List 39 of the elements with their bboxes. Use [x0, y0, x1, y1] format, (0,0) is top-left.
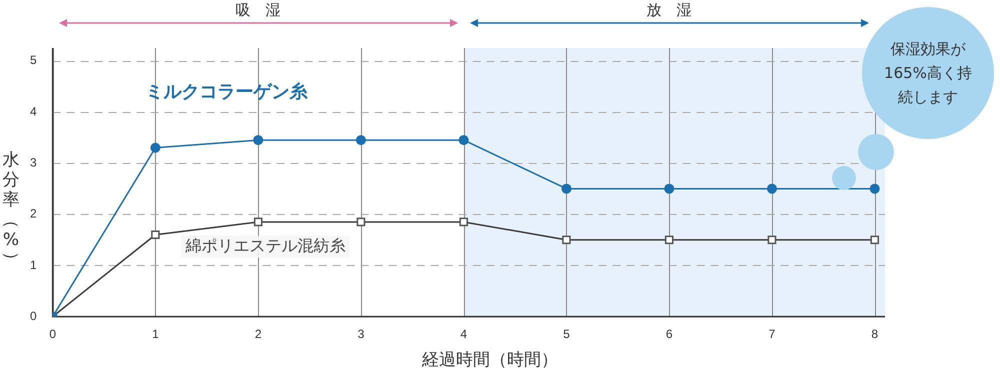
point [459, 218, 468, 226]
x-tick-label: 7 [768, 327, 776, 342]
y-tick-label: 1 [30, 258, 37, 272]
point [664, 236, 674, 244]
point [150, 142, 160, 153]
speech-bubble: 保湿効果が165%高く持続します [862, 7, 994, 139]
point [768, 236, 776, 244]
text: 放 湿 [646, 1, 693, 19]
y-tick-label: 5 [30, 53, 37, 68]
x-tick-label: 1 [152, 327, 160, 342]
x-tick-label: 8 [871, 327, 878, 342]
point [253, 135, 264, 146]
point [561, 184, 572, 194]
point [356, 218, 366, 226]
x-tick-label: 3 [358, 327, 365, 342]
y-tick-label: 2 [30, 206, 37, 221]
x-tick-label: 2 [254, 327, 262, 342]
x-axis-title: 経過時間（時間） [421, 349, 559, 371]
x-tick-label: 4 [460, 327, 468, 342]
x-tick-label: 6 [666, 327, 673, 342]
series-label: 綿ポリエステル混紡糸 [184, 236, 346, 255]
x-tick-label: 5 [563, 327, 570, 342]
point [870, 236, 880, 244]
point [254, 218, 262, 226]
point [151, 230, 160, 240]
text: ミルクコラーゲン糸 [145, 81, 308, 102]
text: 吸 湿 [234, 1, 282, 19]
point [664, 184, 674, 194]
x-tick-label: 0 [49, 327, 56, 342]
point [562, 236, 571, 244]
y-tick-label: 0 [30, 308, 37, 323]
point [458, 135, 469, 146]
y-tick-label: 4 [30, 104, 37, 118]
point [870, 184, 880, 194]
annotation: 保湿効果が165%高く持続します [883, 39, 973, 108]
y-axis-title: 水分率（%） [1, 150, 21, 269]
point [766, 184, 777, 194]
point [356, 135, 366, 146]
y-tick-label: 3 [30, 155, 37, 170]
